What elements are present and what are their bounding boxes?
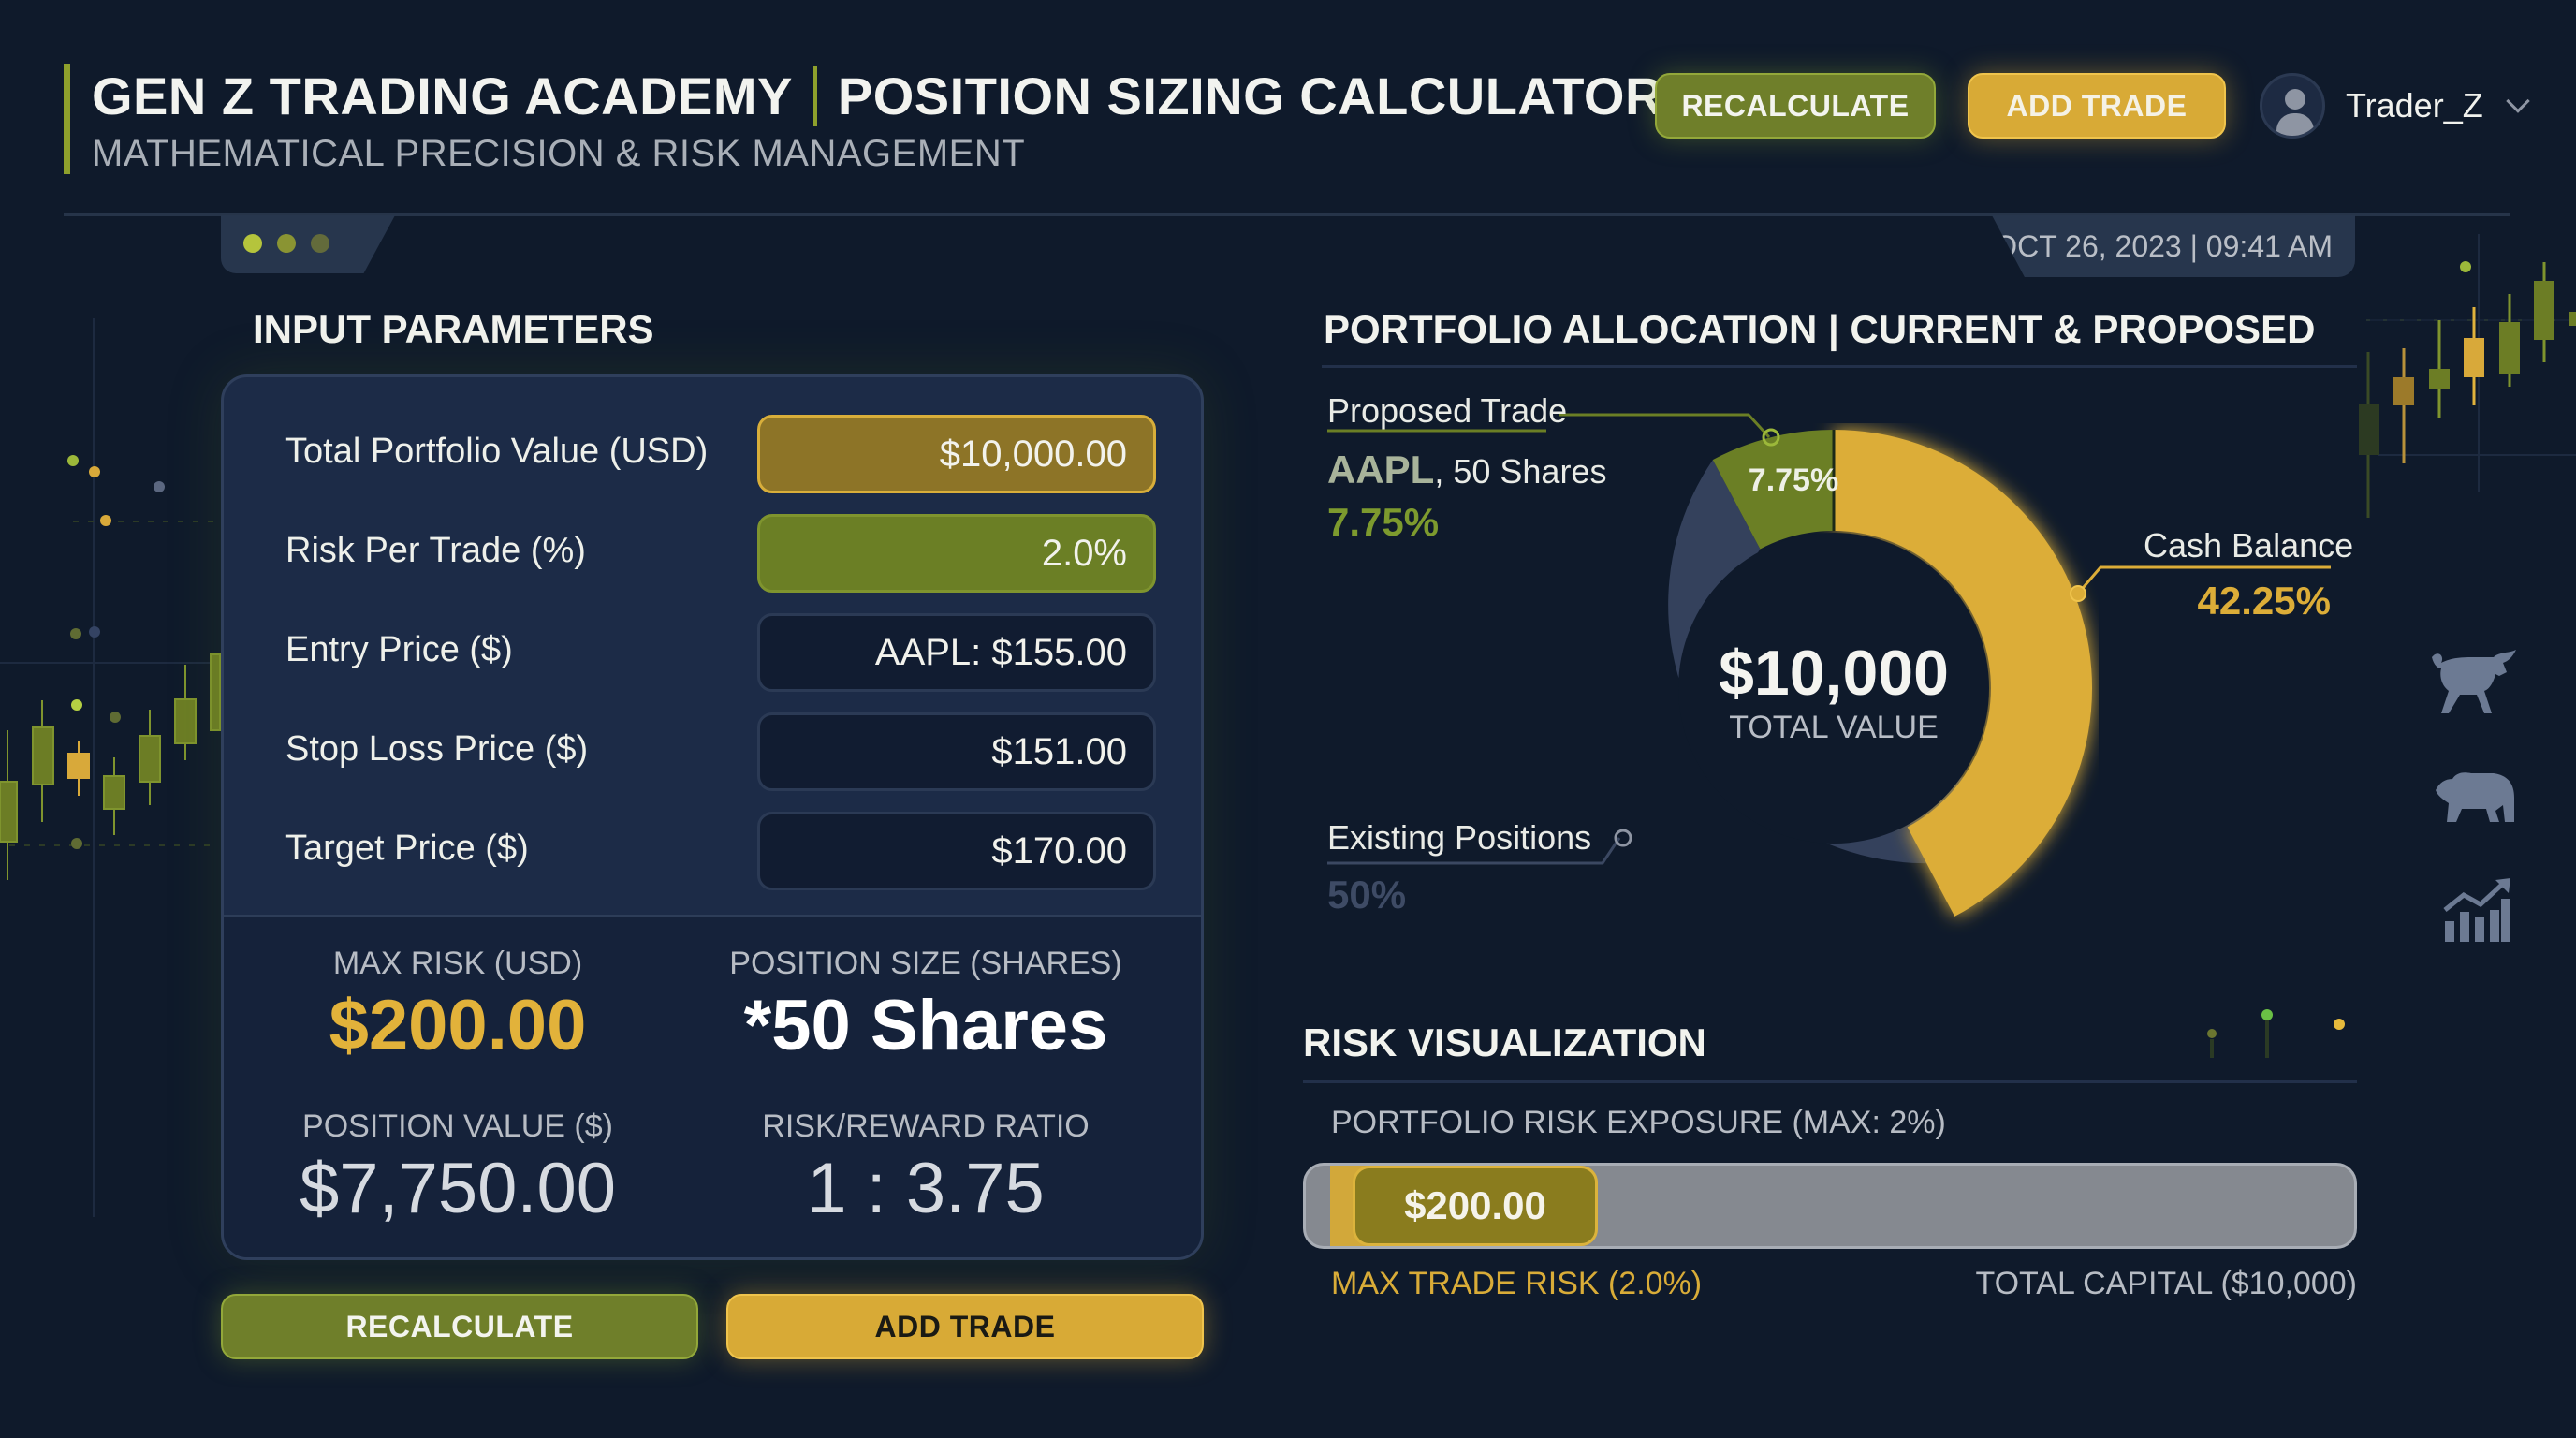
input-parameters-panel: Total Portfolio Value (USD) $10,000.00 R… (221, 374, 1204, 1260)
proposed-ticker: AAPL (1327, 448, 1435, 492)
existing-positions-callout-title: Existing Positions (1327, 818, 1592, 857)
window-dots-tab (221, 215, 395, 273)
target-price-input[interactable]: $170.00 (757, 812, 1156, 890)
dot-icon (277, 234, 296, 253)
field-label-entry-price: Entry Price ($) (285, 630, 513, 669)
entry-price-input[interactable]: AAPL: $155.00 (757, 613, 1156, 692)
add-trade-button[interactable]: ADD TRADE (726, 1294, 1204, 1359)
risk-reward-label: RISK/REWARD RATIO (762, 1108, 1090, 1144)
bear-icon (2436, 772, 2514, 822)
bull-icon (2432, 650, 2516, 713)
field-label-target-price: Target Price ($) (285, 829, 529, 868)
risk-exposure-bar: $200.00 (1303, 1163, 2357, 1249)
position-value-value: $7,750.00 (299, 1149, 617, 1228)
risk-reward-value: 1 : 3.75 (807, 1149, 1045, 1228)
app-name: GEN Z TRADING ACADEMY (92, 66, 793, 125)
risk-visualization-heading: RISK VISUALIZATION (1303, 1020, 1706, 1064)
recalculate-button[interactable]: RECALCULATE (221, 1294, 698, 1359)
risk-fill-amount: $200.00 (1353, 1166, 1598, 1246)
calculator-title: POSITION SIZING CALCULATOR (837, 66, 1663, 125)
field-label-stop-loss: Stop Loss Price ($) (285, 729, 589, 769)
cash-balance-callout-title: Cash Balance (2144, 526, 2354, 565)
proposed-trade-callout-detail: AAPL, 50 Shares (1327, 448, 1606, 492)
dot-icon (311, 234, 329, 253)
avatar-icon[interactable] (2260, 73, 2325, 139)
portfolio-value-input[interactable]: $10,000.00 (757, 415, 1156, 493)
user-menu[interactable]: Trader_Z (2260, 73, 2530, 139)
portfolio-allocation-heading: PORTFOLIO ALLOCATION | CURRENT & PROPOSE… (1324, 307, 2316, 351)
allocation-divider (1322, 365, 2357, 368)
donut-slice-proposed (1712, 430, 1834, 550)
risk-per-trade-input[interactable]: 2.0% (757, 514, 1156, 593)
chevron-down-icon[interactable] (2505, 89, 2530, 113)
max-risk-value: $200.00 (329, 986, 587, 1065)
title-divider (812, 66, 817, 126)
input-parameters-heading: INPUT PARAMETERS (253, 307, 654, 351)
position-size-label: POSITION SIZE (SHARES) (729, 946, 1122, 981)
total-capital-caption: TOTAL CAPITAL ($10,000) (1975, 1266, 2357, 1301)
proposed-trade-pct: 7.75% (1327, 500, 1440, 544)
risk-divider (1303, 1080, 2357, 1083)
page-subtitle: MATHEMATICAL PRECISION & RISK MANAGEMENT (92, 133, 1026, 174)
brand-accent-bar (64, 64, 70, 174)
donut-slice-cash (1834, 430, 2093, 917)
proposed-shares: , 50 Shares (1434, 452, 1607, 491)
page-title: GEN Z TRADING ACADEMY POSITION SIZING CA… (92, 66, 1663, 126)
field-label-portfolio-value: Total Portfolio Value (USD) (285, 432, 709, 471)
cash-balance-pct: 42.25% (2197, 579, 2331, 623)
results-area: MAX RISK (USD) $200.00 POSITION SIZE (SH… (224, 915, 1201, 1257)
stop-loss-input[interactable]: $151.00 (757, 712, 1156, 791)
position-value-label: POSITION VALUE ($) (302, 1108, 613, 1144)
field-label-risk-per-trade: Risk Per Trade (%) (285, 531, 586, 570)
risk-exposure-label: PORTFOLIO RISK EXPOSURE (MAX: 2%) (1331, 1105, 1946, 1140)
allocation-donut-chart (1668, 430, 2093, 917)
header-recalculate-button[interactable]: RECALCULATE (1655, 73, 1936, 139)
existing-positions-pct: 50% (1327, 873, 1407, 917)
header-add-trade-button[interactable]: ADD TRADE (1968, 73, 2226, 139)
max-trade-risk-caption: MAX TRADE RISK (2.0%) (1331, 1266, 1703, 1301)
datetime-badge: OCT 26, 2023 | 09:41 AM (1992, 215, 2355, 277)
user-name[interactable]: Trader_Z (2346, 86, 2483, 125)
max-risk-label: MAX RISK (USD) (332, 946, 583, 981)
dot-icon (243, 234, 262, 253)
header-divider (64, 213, 2510, 216)
proposed-trade-callout-title: Proposed Trade (1327, 391, 1568, 430)
growth-chart-icon (2443, 878, 2510, 942)
position-size-value: *50 Shares (743, 986, 1108, 1065)
